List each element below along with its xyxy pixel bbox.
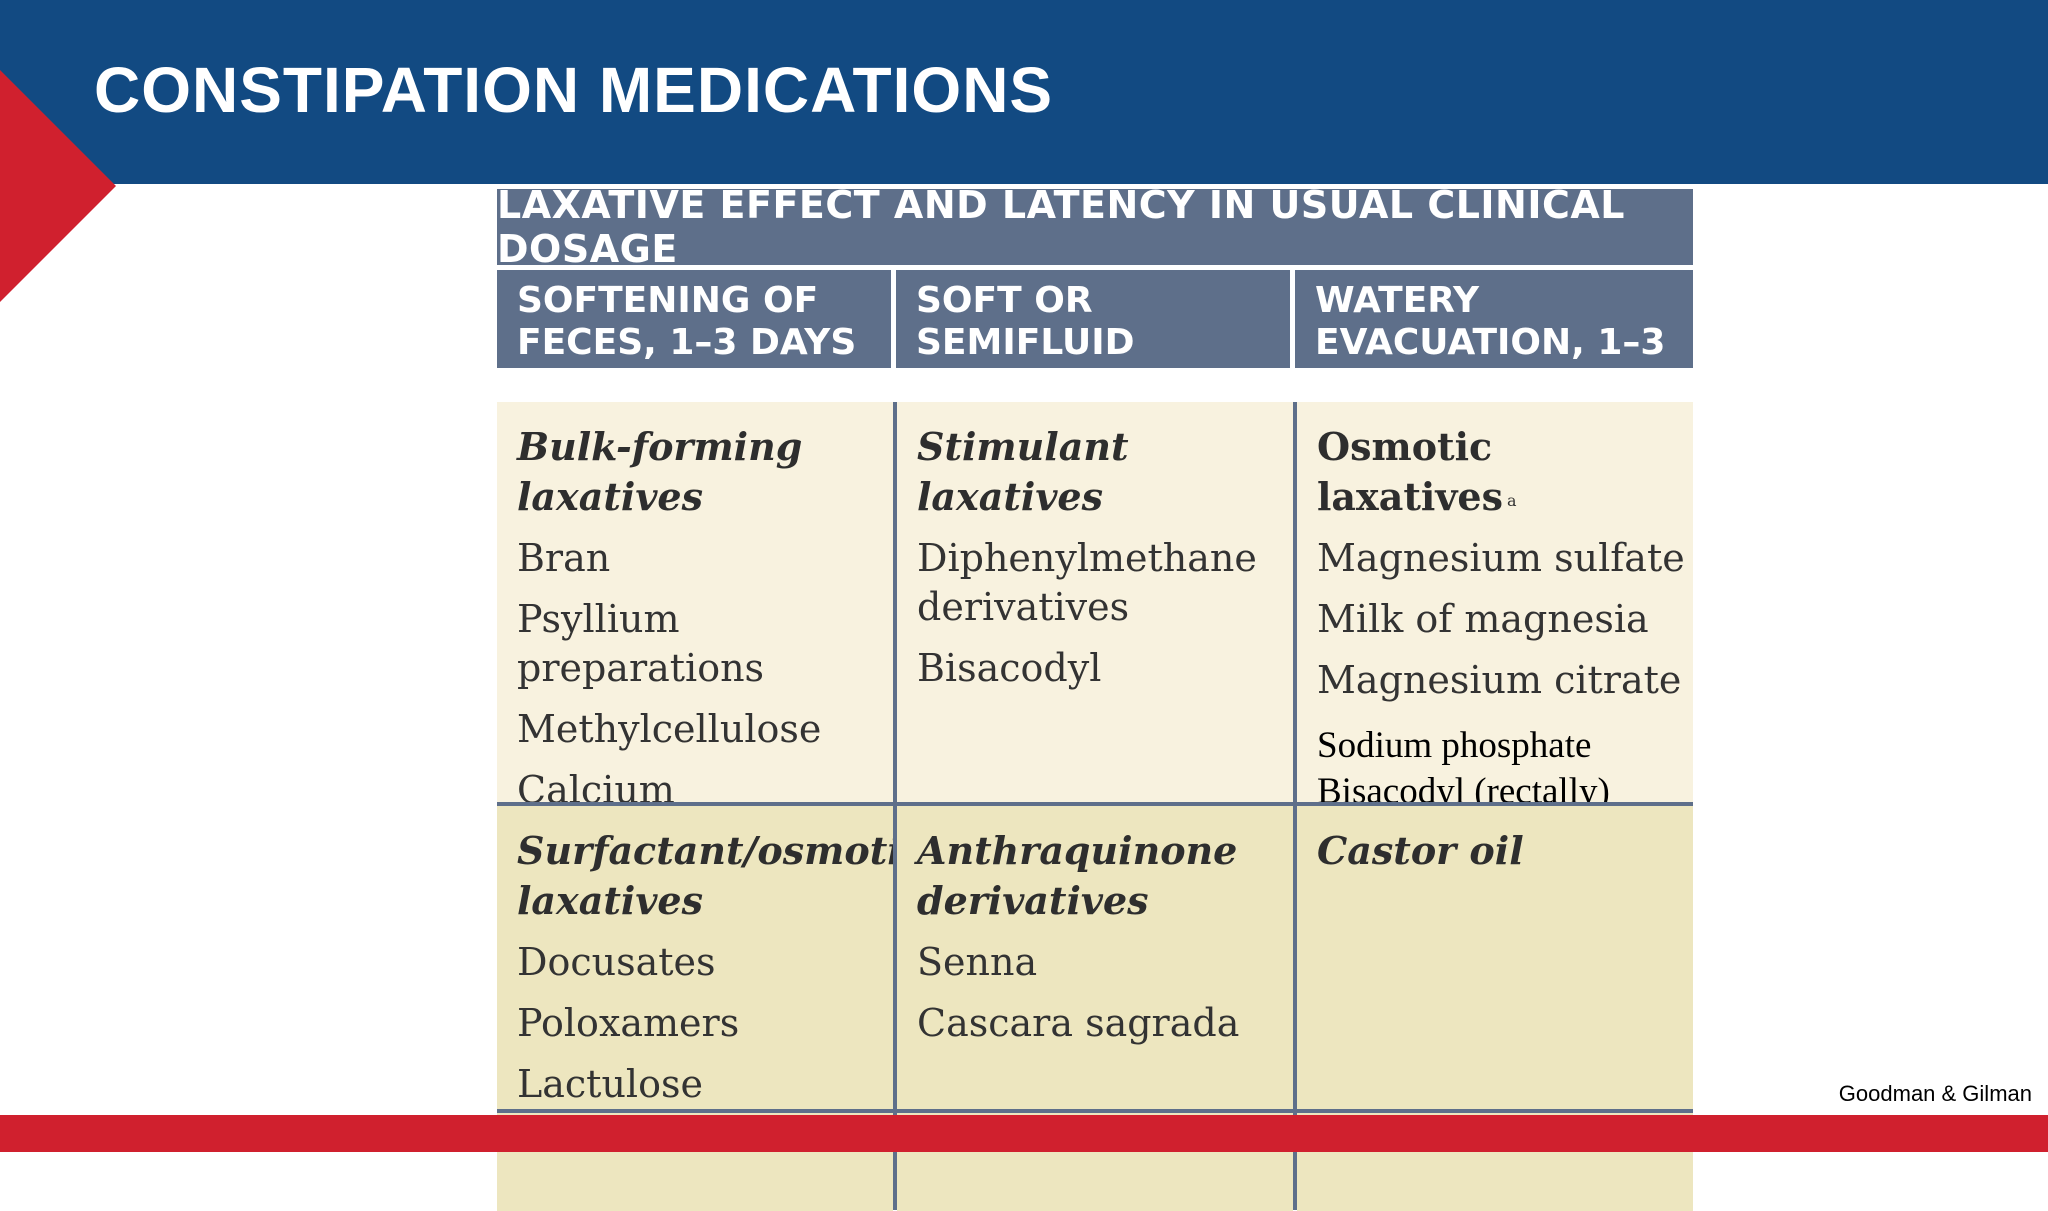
list-item: Methylcellulose bbox=[517, 707, 822, 751]
list-item: Magnesium sulfate bbox=[1317, 536, 1685, 580]
list-item: Senna bbox=[917, 940, 1038, 984]
table-title: LAXATIVE EFFECT AND LATENCY IN USUAL CLI… bbox=[497, 183, 1693, 271]
row-divider bbox=[497, 802, 1693, 806]
group-title: Anthraquinone bbox=[917, 828, 1238, 873]
group-title: laxatives bbox=[517, 474, 703, 519]
list-item: Diphenylmethane bbox=[917, 536, 1257, 580]
header-line: SOFT OR SEMIFLUID bbox=[916, 280, 1135, 363]
red-accent-triangle bbox=[0, 70, 116, 302]
list-item: Sodium phosphate bbox=[1317, 725, 1592, 766]
group-title: derivatives bbox=[917, 878, 1149, 923]
list-item: Magnesium citrate bbox=[1317, 658, 1682, 702]
list-item: derivatives bbox=[917, 585, 1130, 629]
list-item: Bran bbox=[517, 536, 611, 580]
header-line: WATERY bbox=[1315, 280, 1480, 321]
column-divider bbox=[1293, 402, 1297, 1210]
list-item: Docusates bbox=[517, 940, 716, 984]
slide-title: CONSTIPATION MEDICATIONS bbox=[94, 54, 1054, 126]
group-title: Surfactant/osmotic bbox=[517, 828, 925, 873]
header-line: STOOL, 6–8 H bbox=[916, 364, 1188, 405]
header-band bbox=[0, 0, 2048, 184]
footnote-marker: a bbox=[1506, 491, 1517, 510]
list-item: Psyllium preparations bbox=[517, 597, 765, 690]
table-bottom-border bbox=[497, 1109, 1693, 1113]
list-item: Lactulose bbox=[517, 1062, 703, 1106]
footer-band bbox=[0, 1115, 2048, 1152]
group-title: Osmotic laxatives bbox=[1317, 424, 1503, 519]
group-title: Bulk-forming bbox=[517, 424, 803, 469]
list-item: Bisacodyl bbox=[917, 646, 1102, 690]
list-item: Cascara sagrada bbox=[917, 1001, 1240, 1045]
source-credit: Goodman & Gilman bbox=[1838, 1081, 2032, 1106]
group-title: Stimulant laxatives bbox=[917, 424, 1129, 519]
laxative-table: LAXATIVE EFFECT AND LATENCY IN USUAL CLI… bbox=[495, 183, 1695, 1211]
header-line: EVACUATION, 1–3 H bbox=[1315, 322, 1666, 405]
column-header-watery: WATERY EVACUATION, 1–3 H bbox=[1295, 270, 1693, 405]
column-divider bbox=[893, 402, 897, 1210]
list-item: Poloxamers bbox=[517, 1001, 740, 1045]
list-item: Milk of magnesia bbox=[1317, 597, 1649, 641]
column-header-softening: SOFTENING OF FECES, 1–3 DAYS bbox=[497, 270, 891, 368]
group-title: Castor oil bbox=[1317, 828, 1524, 873]
header-line: FECES, 1–3 DAYS bbox=[517, 322, 857, 363]
column-header-soft-stool: SOFT OR SEMIFLUID STOOL, 6–8 H bbox=[896, 270, 1290, 405]
group-title: laxatives bbox=[517, 878, 703, 923]
header-line: SOFTENING OF bbox=[517, 280, 819, 321]
